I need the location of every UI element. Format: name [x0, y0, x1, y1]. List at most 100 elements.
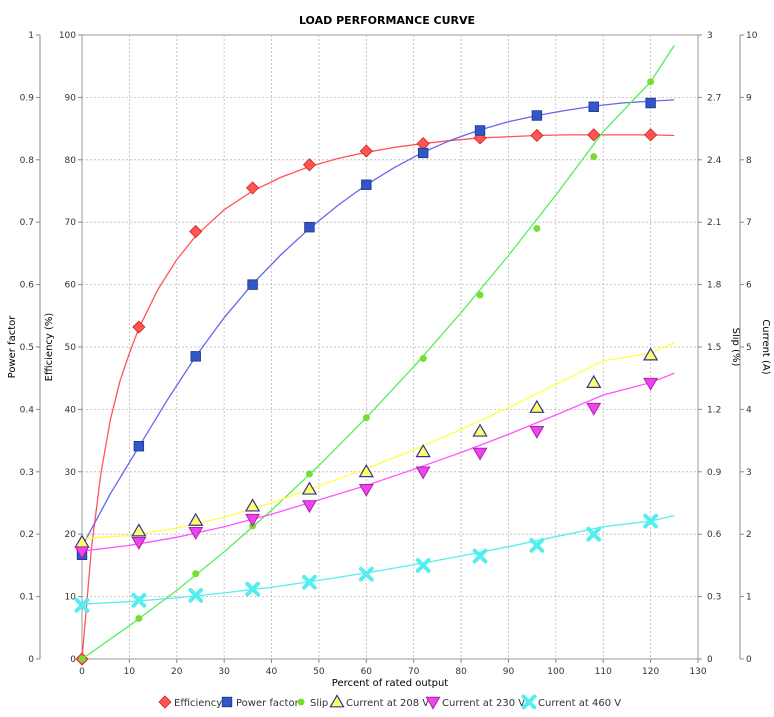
data-point: [74, 546, 90, 560]
series-current-at-208-v: [74, 342, 675, 548]
data-point: [533, 224, 541, 232]
x-tick-label: 30: [218, 667, 230, 677]
x-tick-label: 130: [689, 667, 706, 677]
data-point: [302, 158, 317, 172]
data-point: [359, 144, 373, 158]
y-tick-label-current: 6: [746, 281, 752, 291]
y-tick-label-power_factor: 0.8: [20, 156, 35, 166]
legend-item: Current at 460 V: [521, 694, 621, 710]
data-point: [302, 574, 317, 590]
y-tick-label-power_factor: 0.9: [20, 93, 35, 103]
data-point: [419, 354, 427, 362]
data-point: [189, 224, 203, 239]
y-tick-label-slip: 3: [707, 31, 713, 41]
y-tick-label-efficiency: 50: [65, 343, 77, 353]
legend-marker: [158, 695, 172, 709]
data-point: [192, 570, 200, 578]
data-point: [643, 377, 659, 391]
y-tick-label-power_factor: 0: [28, 655, 34, 665]
data-point: [304, 221, 315, 233]
y-axis-current: 0 1 2 3 4 5 6 7 8 9 10 Current (A): [739, 31, 771, 665]
data-point: [476, 291, 484, 299]
x-tick-label: 10: [124, 667, 136, 677]
y-tick-label-efficiency: 100: [59, 31, 76, 41]
x-tick-label: 100: [547, 667, 564, 677]
y-tick-label-current: 0: [746, 655, 752, 665]
chart-title: LOAD PERFORMANCE CURVE: [299, 14, 475, 27]
series-current-at-230-v: [74, 372, 675, 560]
legend-marker-stroke: [521, 694, 537, 710]
y-tick-label-current: 8: [746, 156, 752, 166]
y-tick-label-slip: 0.9: [707, 468, 722, 478]
y-tick-label-current: 9: [746, 93, 752, 103]
y-tick-label-current: 5: [746, 343, 752, 353]
data-point: [647, 78, 655, 86]
y-tick-label-efficiency: 70: [65, 218, 77, 228]
data-point: [133, 441, 145, 452]
data-point: [245, 581, 260, 597]
y-tick-label-slip: 0: [707, 655, 713, 665]
data-point: [531, 110, 543, 121]
legend-label: Efficiency: [174, 698, 222, 709]
series-current-at-460-v: [74, 513, 675, 613]
data-point-stroke: [415, 558, 431, 573]
y-tick-label-efficiency: 60: [65, 281, 77, 291]
data-point: [642, 347, 659, 361]
data-point: [78, 655, 86, 663]
data-point: [644, 128, 658, 142]
series-power-factor: [76, 97, 675, 560]
data-point: [586, 374, 602, 388]
data-point: [415, 444, 431, 458]
legend-marker: [425, 696, 441, 710]
legend-item: Power factor: [221, 696, 300, 709]
data-point: [530, 128, 544, 143]
data-point-stroke: [131, 592, 147, 608]
y-tick-label-efficiency: 40: [65, 405, 77, 415]
data-point-stroke: [188, 587, 204, 603]
data-point-stroke: [586, 526, 602, 542]
y-tick-label-slip: 0.3: [707, 593, 721, 603]
data-point: [244, 498, 261, 512]
data-point-stroke: [245, 581, 260, 597]
data-point: [588, 101, 599, 112]
x-tick-label: 110: [595, 667, 612, 677]
legend-marker: [521, 694, 537, 710]
y-tick-label-efficiency: 30: [65, 468, 77, 478]
data-point: [188, 587, 204, 603]
y-tick-label-slip: 1.5: [707, 343, 721, 353]
series-line: [81, 99, 675, 547]
data-point: [358, 483, 374, 497]
legend-label: Current at 230 V: [442, 698, 525, 709]
legend-item: Efficiency: [158, 695, 222, 709]
x-tick-label: 0: [79, 667, 85, 677]
legend-item: Current at 208 V: [329, 694, 429, 709]
data-point: [131, 592, 147, 608]
y-tick-label-slip: 1.2: [707, 405, 721, 415]
y-tick-label-current: 7: [746, 218, 752, 228]
data-point: [358, 566, 374, 582]
data-point: [305, 470, 313, 478]
data-point: [590, 153, 598, 161]
x-tick-label: 70: [408, 667, 420, 677]
data-point: [586, 402, 602, 416]
series-line: [81, 45, 675, 660]
data-point: [246, 181, 260, 195]
y-tick-label-power_factor: 0.4: [20, 405, 35, 415]
data-point: [645, 97, 656, 109]
y-tick-label-power_factor: 1: [28, 31, 34, 41]
series-line: [81, 372, 675, 552]
y-tick-label-efficiency: 0: [70, 655, 76, 665]
data-point: [643, 513, 659, 529]
data-point-stroke: [643, 513, 659, 529]
series-line: [81, 514, 675, 605]
y-tick-label-current: 3: [746, 468, 752, 478]
y-tick-label-slip: 2.7: [707, 93, 721, 103]
data-point: [529, 399, 545, 413]
y-axis-title-power_factor: Power factor: [7, 315, 18, 379]
legend-item: Slip: [297, 698, 328, 709]
data-point: [131, 537, 147, 550]
data-point: [247, 279, 258, 290]
data-point: [131, 523, 147, 537]
